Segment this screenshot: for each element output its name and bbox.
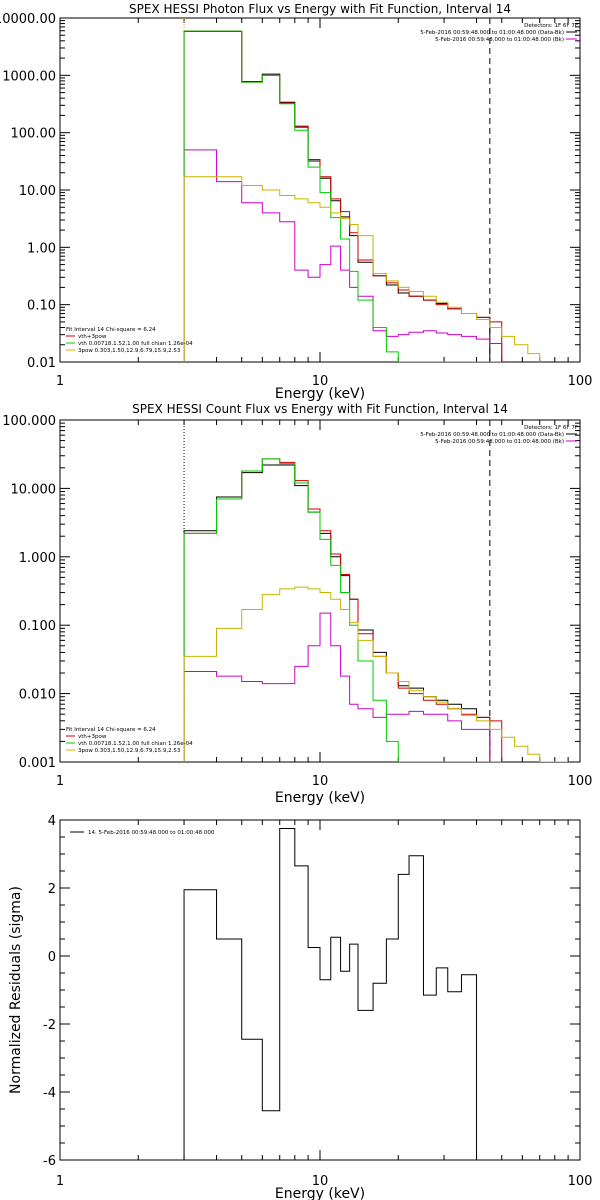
y-tick-label: 1.000: [19, 551, 56, 566]
plot-frame: [59, 419, 581, 763]
y-tick-label: 1.00: [27, 241, 56, 256]
y-tick-label: 0: [48, 950, 56, 965]
x-tick-label: 100: [568, 774, 593, 789]
y-ticks: 10000.00 1000.00 100.00 10.00 1.00 0.10 0.01: [0, 12, 580, 371]
series-line-bk: [183, 149, 503, 362]
y-tick-label: -4: [43, 1086, 56, 1101]
info-line: Detectors: 1F 6F 7F: [524, 23, 578, 29]
series-group: [183, 30, 541, 362]
y-tick-label: 10.000: [11, 482, 57, 497]
legend-label: 3pow 0.303,1.50,12.9,6.79,15.9,2.53: [78, 348, 181, 354]
legend-label: vth+3pow: [78, 334, 107, 340]
legend-label: Fit Interval 14 Chi-square = 6.24: [66, 327, 156, 333]
series-group: [183, 458, 569, 762]
y-tick-label: 10.00: [19, 184, 56, 199]
info-line: 5-Feb-2016 00:59:48.000 to 01:00:48.000 …: [420, 432, 564, 438]
series-line-data-bk: [183, 31, 502, 362]
y-tick-label: 10000.00: [0, 12, 56, 27]
series-line-3pow: [183, 586, 569, 762]
x-ticks: 1 10 100: [56, 820, 593, 1189]
legend-label: vth 0.00718,1.52,1.00 full chian 1.26e-0…: [78, 741, 193, 747]
info-line: 5-Feb-2016 00:59:48.000 to 01:00:48.000 …: [420, 30, 564, 36]
y-tick-label: 4: [48, 814, 56, 829]
y-tick-label: -2: [43, 1018, 56, 1033]
y-tick-label: 1000.00: [2, 69, 56, 84]
series-line-vth-3pow: [183, 30, 503, 362]
series-group: [183, 828, 478, 1160]
legend-label: Fit Interval 14 Chi-square = 6.24: [66, 727, 156, 733]
series-line-3pow: [183, 176, 541, 362]
x-tick-label: 10: [312, 774, 329, 789]
x-tick-label: 10: [312, 374, 329, 389]
chart-panel-3: 1 10 100 4 2 0 -2 -4 -6 14. 5-Feb-2016 00:59:48.0…: [8, 814, 592, 1200]
plot-frame: [59, 17, 581, 363]
x-axis-label: Energy (keV): [275, 1186, 365, 1200]
y-tick-label: 100.000: [2, 414, 56, 429]
chart-title: SPEX HESSI Photon Flux vs Energy with Fi…: [129, 2, 511, 16]
info-line: 5-Feb-2016 00:59:48.000 to 01:00:48.000 …: [435, 439, 564, 445]
x-tick-label: 100: [568, 374, 593, 389]
series-line-data-bk: [183, 464, 502, 762]
info-line: 5-Feb-2016 00:59:48.000 to 01:00:48.000 …: [435, 37, 564, 43]
series-line-vth-3pow: [183, 458, 503, 762]
chart-panel-1: SPEX HESSI Photon Flux vs Energy with Fi…: [0, 2, 592, 402]
x-tick-label: 1: [56, 774, 64, 789]
x-tick-label: 1: [56, 1174, 64, 1189]
series-line-14-5-feb-2016-00-59-48-000-to-01-00-48-000: [183, 828, 478, 1160]
y-axis-label: Normalized Residuals (sigma): [8, 886, 24, 1094]
series-line-bk: [183, 612, 502, 762]
x-ticks: 1 10 100: [56, 420, 593, 789]
y-tick-label: 100.00: [11, 127, 57, 142]
y-tick-label: 2: [48, 882, 56, 897]
y-tick-label: 0.01: [27, 356, 56, 371]
series-line-vth: [183, 458, 502, 762]
series-line-vth: [183, 30, 502, 362]
y-tick-label: -6: [43, 1154, 56, 1169]
x-axis-label: Energy (keV): [275, 386, 365, 402]
legend-label: 14. 5-Feb-2016 00:59:48.000 to 01:00:48.…: [88, 830, 215, 836]
y-tick-label: 0.100: [19, 619, 56, 634]
plot-frame: [59, 819, 581, 1161]
x-tick-label: 100: [568, 1174, 593, 1189]
x-tick-label: 1: [56, 374, 64, 389]
legend-label: vth 0.00718,1.52,1.00 full chian 1.26e-0…: [78, 341, 193, 347]
x-ticks: 1 10 100: [56, 18, 593, 389]
x-tick-label: 10: [312, 1174, 329, 1189]
info-line: Detectors: 1F 6F 7F: [524, 425, 578, 431]
y-tick-label: 0.001: [19, 756, 56, 771]
x-axis-label: Energy (keV): [275, 790, 365, 806]
legend-label: 3pow 0.303,1.50,12.9,6.79,15.9,2.53: [78, 748, 181, 754]
y-ticks: 4 2 0 -2 -4 -6: [43, 814, 580, 1169]
chart-panel-2: SPEX HESSI Count Flux vs Energy with Fit…: [2, 402, 592, 806]
y-ticks: 100.000 10.000 1.000 0.100 0.010 0.001: [2, 414, 580, 771]
chart-title: SPEX HESSI Count Flux vs Energy with Fit…: [132, 402, 508, 416]
y-tick-label: 0.010: [19, 688, 56, 703]
y-tick-label: 0.10: [27, 299, 56, 314]
legend-label: vth+3pow: [78, 734, 107, 740]
